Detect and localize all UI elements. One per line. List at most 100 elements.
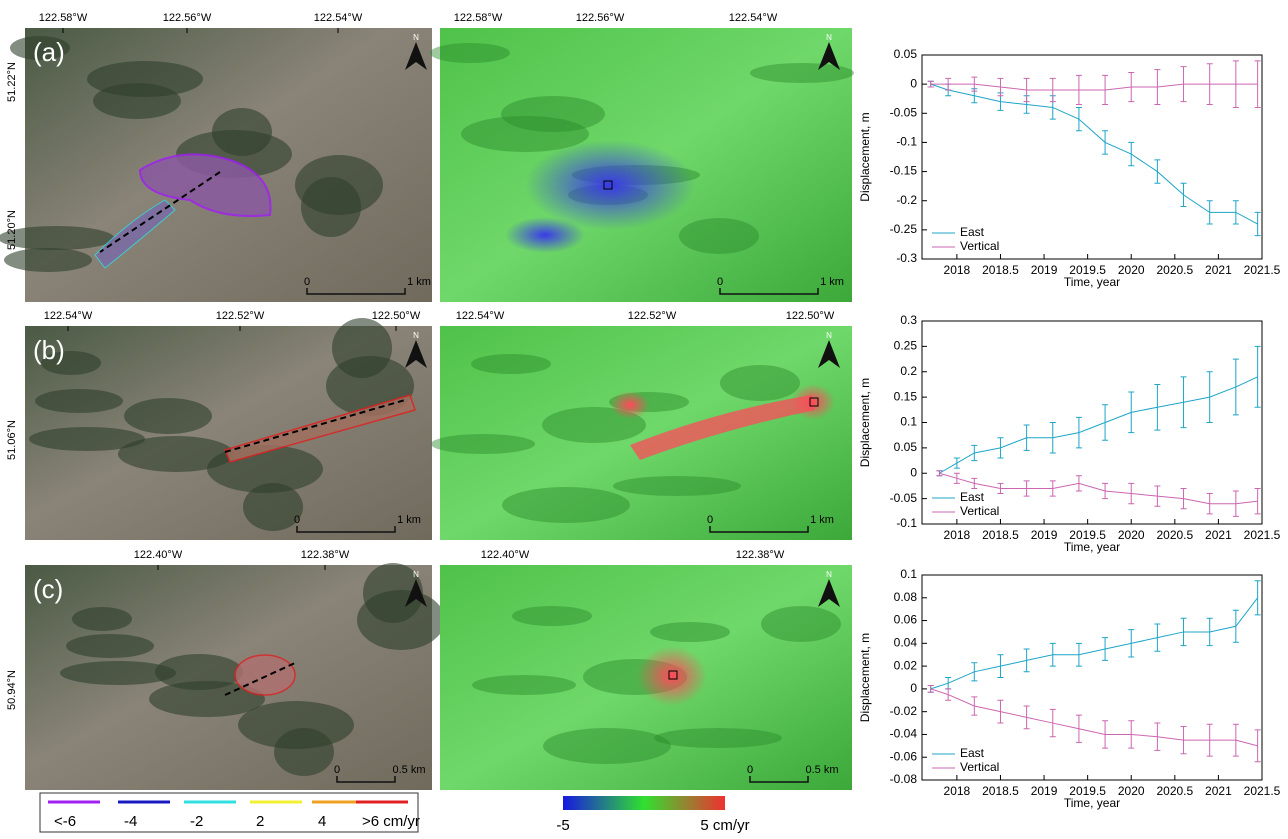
- velocity-blob: [791, 384, 835, 420]
- scale-label: 1 km: [407, 276, 431, 288]
- legend-label: East: [960, 746, 985, 760]
- lon-label: 122.56°W: [163, 12, 212, 24]
- error-bar: [1128, 142, 1134, 165]
- x-tick-label: 2018: [944, 784, 971, 798]
- x-tick-label: 2021.5: [1244, 263, 1281, 277]
- y-tick-label: -0.25: [890, 222, 918, 236]
- scale-label: 1 km: [810, 514, 834, 526]
- shade-patch: [512, 606, 592, 626]
- y-tick-label: 0: [910, 76, 917, 90]
- y-tick-label: 0.15: [894, 389, 918, 403]
- lon-label: 122.54°W: [729, 12, 778, 24]
- x-tick-label: 2021.5: [1244, 528, 1281, 542]
- lon-label: 122.38°W: [736, 549, 785, 561]
- x-tick-label: 2020.5: [1156, 263, 1193, 277]
- forest-patch: [274, 728, 334, 776]
- lon-label: 122.40°W: [134, 549, 183, 561]
- velocity-blob: [610, 391, 650, 419]
- lon-label: 122.52°W: [628, 310, 677, 322]
- x-axis-label: Time, year: [1064, 540, 1120, 554]
- y-tick-label: 0: [910, 681, 917, 695]
- y-axis-label: Displacement, m: [858, 378, 872, 467]
- velocity-blob: [525, 140, 695, 230]
- y-tick-label: -0.06: [890, 749, 918, 763]
- forest-patch: [35, 389, 123, 413]
- x-tick-label: 2021.5: [1244, 784, 1281, 798]
- north-label: N: [413, 331, 419, 340]
- y-tick-label: -0.05: [890, 491, 918, 505]
- x-tick-label: 2020.5: [1156, 528, 1193, 542]
- forest-patch: [295, 155, 383, 215]
- error-bar: [1181, 183, 1187, 206]
- legend-label: East: [960, 225, 985, 239]
- velocity-blob: [505, 217, 585, 253]
- velocity-blob: [637, 646, 707, 706]
- forest-patch: [124, 398, 212, 434]
- y-axis-label: Displacement, m: [858, 633, 872, 722]
- error-bar: [1102, 405, 1108, 441]
- x-tick-label: 2020: [1118, 528, 1145, 542]
- error-bar: [945, 678, 951, 689]
- panel-label: (c): [33, 574, 63, 604]
- x-tick-label: 2018.5: [982, 528, 1019, 542]
- y-tick-label: 0.1: [900, 415, 917, 429]
- north-label: N: [413, 33, 419, 42]
- x-tick-label: 2019: [1031, 528, 1058, 542]
- x-tick-label: 2020: [1118, 263, 1145, 277]
- figure: -5 5 cm/yr (a)122.58°W122.56°W122.54°W12…: [0, 0, 1288, 834]
- shade-patch: [431, 434, 535, 454]
- lon-label: 122.58°W: [39, 12, 88, 24]
- y-tick-label: 0.3: [900, 313, 917, 327]
- series-line: [931, 689, 1258, 746]
- x-axis-label: Time, year: [1064, 275, 1120, 289]
- error-bar: [1102, 131, 1108, 154]
- shade-patch: [650, 622, 730, 642]
- shade-patch: [679, 218, 759, 254]
- lon-label: 122.50°W: [372, 310, 421, 322]
- forest-patch: [29, 427, 145, 451]
- y-tick-label: 0.25: [894, 339, 918, 353]
- contour: [235, 655, 295, 695]
- y-tick-label: -0.05: [890, 105, 918, 119]
- forest-patch: [87, 61, 203, 97]
- north-label: N: [826, 33, 832, 42]
- shade-patch: [472, 675, 576, 695]
- colorbar-min: -5: [556, 817, 569, 834]
- forest-patch: [72, 607, 132, 631]
- error-bar: [1255, 581, 1261, 615]
- scale-label: 0: [717, 276, 723, 288]
- error-bar: [1076, 107, 1082, 130]
- lat-label: 50.94°N: [6, 670, 18, 710]
- lon-label: 122.58°W: [454, 12, 503, 24]
- y-tick-label: 0.04: [894, 636, 918, 650]
- error-bar: [1233, 359, 1239, 415]
- y-tick-label: 0.02: [894, 658, 918, 672]
- series-line: [931, 598, 1258, 689]
- shade-patch: [720, 365, 800, 401]
- x-tick-label: 2021: [1205, 784, 1232, 798]
- y-tick-label: 0.05: [894, 440, 918, 454]
- colorbar-max: 5 cm/yr: [700, 817, 749, 834]
- error-bar: [954, 458, 960, 468]
- shade-patch: [654, 728, 782, 748]
- y-tick-label: 0.05: [894, 47, 918, 61]
- lon-label: 122.50°W: [786, 310, 835, 322]
- forest-patch: [357, 590, 445, 650]
- y-tick-label: -0.1: [896, 516, 917, 530]
- lat-label: 51.20°N: [6, 210, 18, 250]
- scale-label: 0: [304, 276, 310, 288]
- legend-label: 2: [256, 813, 264, 830]
- legend-label: -2: [190, 813, 203, 830]
- forest-patch: [60, 661, 176, 685]
- north-label: N: [413, 570, 419, 579]
- scale-label: 1 km: [820, 276, 844, 288]
- y-tick-label: -0.02: [890, 704, 918, 718]
- x-tick-label: 2019: [1031, 784, 1058, 798]
- error-bar: [1255, 212, 1261, 235]
- x-tick-label: 2020: [1118, 784, 1145, 798]
- y-tick-label: -0.04: [890, 727, 918, 741]
- lon-label: 122.38°W: [301, 549, 350, 561]
- legend-label: >6 cm/yr: [362, 813, 420, 830]
- error-bar: [1255, 730, 1261, 762]
- shade-patch: [471, 354, 551, 374]
